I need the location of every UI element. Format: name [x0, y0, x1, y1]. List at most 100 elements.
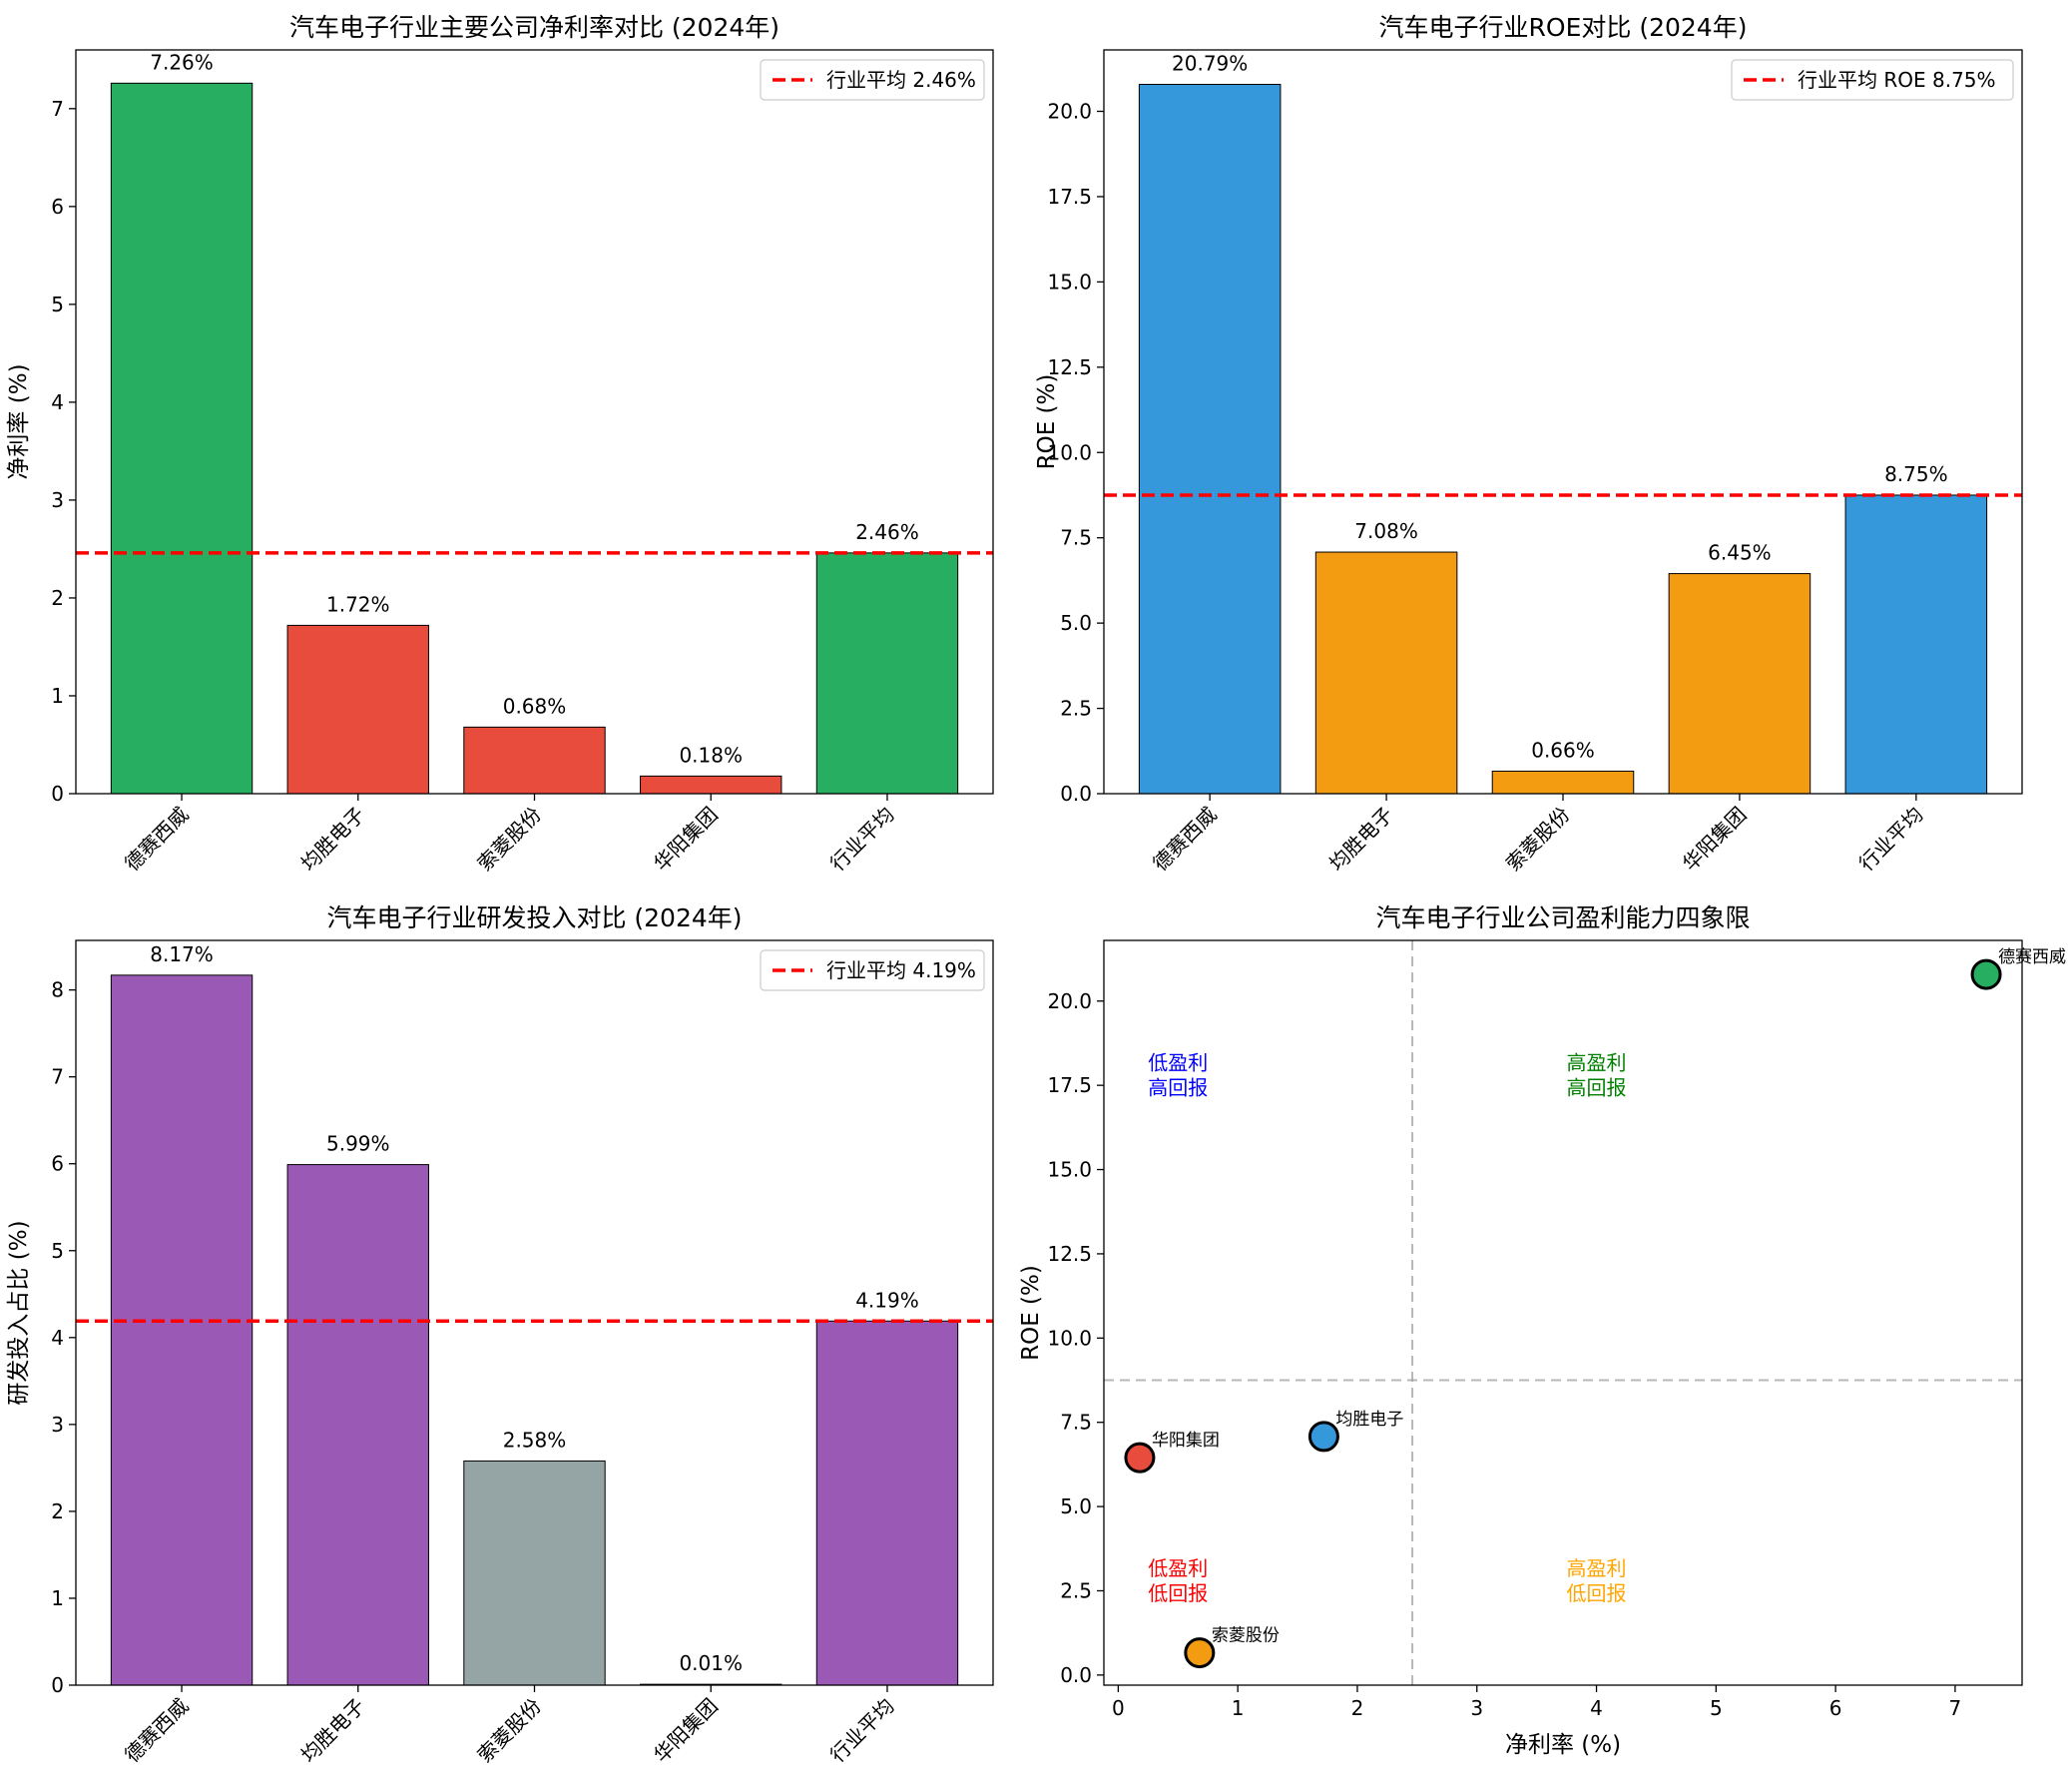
y-tick-label: 0.0 — [1060, 1663, 1092, 1687]
y-tick-label: 4 — [51, 390, 64, 414]
y-tick-label: 1 — [51, 684, 64, 708]
bar-value-label: 0.66% — [1531, 738, 1595, 762]
y-tick-label: 4 — [51, 1326, 64, 1350]
x-tick-label: 4 — [1590, 1696, 1603, 1720]
bar-value-label: 6.45% — [1708, 541, 1772, 565]
quadrant-label-line: 高回报 — [1148, 1076, 1208, 1100]
y-tick-label: 7 — [51, 97, 64, 121]
bar-2 — [463, 726, 606, 795]
x-tick-label: 3 — [1470, 1696, 1483, 1720]
bar-value-label: 20.79% — [1172, 52, 1248, 76]
point-label: 德赛西威 — [1998, 946, 2066, 967]
y-tick-label: 3 — [51, 488, 64, 512]
legend-box — [760, 59, 985, 101]
quadrant-label-line: 高盈利 — [1567, 1556, 1627, 1580]
bar-4 — [1844, 494, 1988, 795]
bar-0 — [110, 82, 254, 795]
x-tick-label: 行业平均 — [1854, 803, 1928, 877]
bar-2 — [1491, 770, 1635, 795]
bar-value-label: 5.99% — [326, 1132, 390, 1156]
legend-box — [760, 949, 985, 991]
bar-1 — [1314, 551, 1458, 795]
bar-4 — [815, 1320, 959, 1686]
y-tick-label: 7.5 — [1060, 1411, 1092, 1435]
quadrant-label: 低盈利低回报 — [1148, 1556, 1208, 1605]
y-tick-label: 20.0 — [1047, 989, 1092, 1013]
x-tick-label: 索菱股份 — [1501, 803, 1575, 877]
y-tick-label: 8 — [51, 978, 64, 1002]
y-tick-label: 15.0 — [1047, 270, 1092, 294]
quadrant-label-line: 低盈利 — [1148, 1051, 1208, 1075]
bar-value-label: 8.75% — [1884, 462, 1948, 486]
point-label: 均胜电子 — [1335, 1410, 1403, 1430]
x-tick-label: 1 — [1232, 1696, 1245, 1720]
chart-title: 汽车电子行业研发投入对比 (2024年) — [326, 903, 742, 932]
x-tick-label: 索菱股份 — [472, 803, 546, 877]
y-tick-label: 2.5 — [1060, 697, 1092, 721]
bar-3 — [1668, 573, 1812, 795]
y-axis-label: ROE (%) — [1018, 1265, 1044, 1361]
y-tick-label: 6 — [51, 195, 64, 219]
x-tick-label: 均胜电子 — [296, 803, 370, 877]
y-tick-label: 7 — [51, 1065, 64, 1089]
scatter-point-3 — [1124, 1442, 1156, 1474]
x-tick-label: 德赛西威 — [120, 1694, 194, 1768]
quadrant-label-line: 低回报 — [1148, 1581, 1208, 1605]
y-tick-label: 12.5 — [1047, 355, 1092, 379]
panel-rd: 汽车电子行业研发投入对比 (2024年) 8.17% 5.99% 2.58% 0.01%… — [6, 903, 994, 1768]
x-tick-label: 7 — [1949, 1696, 1962, 1720]
scatter-point-2 — [1184, 1637, 1216, 1669]
x-tick-label: 行业平均 — [825, 1694, 899, 1768]
axes-frame — [1103, 939, 2023, 1686]
y-tick-label: 7.5 — [1060, 526, 1092, 550]
bar-4 — [815, 552, 959, 795]
y-axis-label: 研发投入占比 (%) — [6, 1220, 32, 1405]
y-tick-label: 5.0 — [1060, 1494, 1092, 1518]
y-tick-label: 2.5 — [1060, 1578, 1092, 1602]
y-tick-label: 10.0 — [1047, 1326, 1092, 1350]
bar-value-label: 7.26% — [150, 50, 214, 74]
y-tick-label: 5 — [51, 293, 64, 316]
quadrant-label: 高盈利高回报 — [1567, 1051, 1627, 1100]
y-tick-label: 5 — [51, 1239, 64, 1263]
point-label: 华阳集团 — [1152, 1431, 1220, 1451]
bar-2 — [463, 1460, 606, 1686]
quadrant-label: 高盈利低回报 — [1567, 1556, 1627, 1605]
bar-value-label: 2.58% — [503, 1428, 567, 1452]
x-tick-label: 6 — [1829, 1696, 1842, 1720]
y-tick-label: 2 — [51, 1499, 64, 1523]
y-axis-label: ROE (%) — [1034, 374, 1060, 470]
bar-value-label: 1.72% — [326, 592, 390, 616]
bar-value-label: 0.18% — [679, 743, 743, 767]
quadrant-label-line: 低回报 — [1567, 1581, 1627, 1605]
x-tick-label: 华阳集团 — [649, 803, 723, 877]
y-axis-label: 净利率 (%) — [6, 363, 32, 479]
legend-box — [1731, 59, 2014, 101]
y-tick-label: 3 — [51, 1413, 64, 1437]
y-tick-label: 1 — [51, 1586, 64, 1610]
quadrant-label-line: 低盈利 — [1148, 1556, 1208, 1580]
point-label: 索菱股份 — [1212, 1626, 1280, 1646]
x-tick-label: 0 — [1112, 1696, 1125, 1720]
y-tick-label: 0 — [51, 782, 64, 806]
chart-title: 汽车电子行业主要公司净利率对比 (2024年) — [289, 13, 779, 42]
y-tick-label: 5.0 — [1060, 611, 1092, 635]
quadrant-label-line: 高盈利 — [1567, 1051, 1627, 1075]
x-tick-label: 华阳集团 — [1678, 803, 1752, 877]
x-tick-label: 德赛西威 — [1148, 803, 1222, 877]
legend-label: 行业平均 2.46% — [826, 68, 976, 92]
bar-3 — [640, 775, 782, 795]
panel-roe: 汽车电子行业ROE对比 (2024年) 20.79% 7.08% 0.66% 6.45%… — [1034, 13, 2023, 877]
bar-0 — [1138, 84, 1282, 795]
bar-1 — [286, 624, 429, 795]
y-tick-label: 15.0 — [1047, 1158, 1092, 1182]
x-tick-label: 5 — [1710, 1696, 1723, 1720]
scatter-point-1 — [1307, 1421, 1339, 1453]
y-tick-label: 17.5 — [1047, 1073, 1092, 1097]
panel-quadrant: 汽车电子行业公司盈利能力四象限低盈利高回报高盈利高回报低盈利低回报高盈利低回报德… — [1018, 903, 2066, 1758]
bar-value-label: 7.08% — [1354, 519, 1418, 543]
y-tick-label: 6 — [51, 1152, 64, 1176]
y-tick-label: 0.0 — [1060, 782, 1092, 806]
bar-value-label: 0.01% — [679, 1651, 743, 1675]
